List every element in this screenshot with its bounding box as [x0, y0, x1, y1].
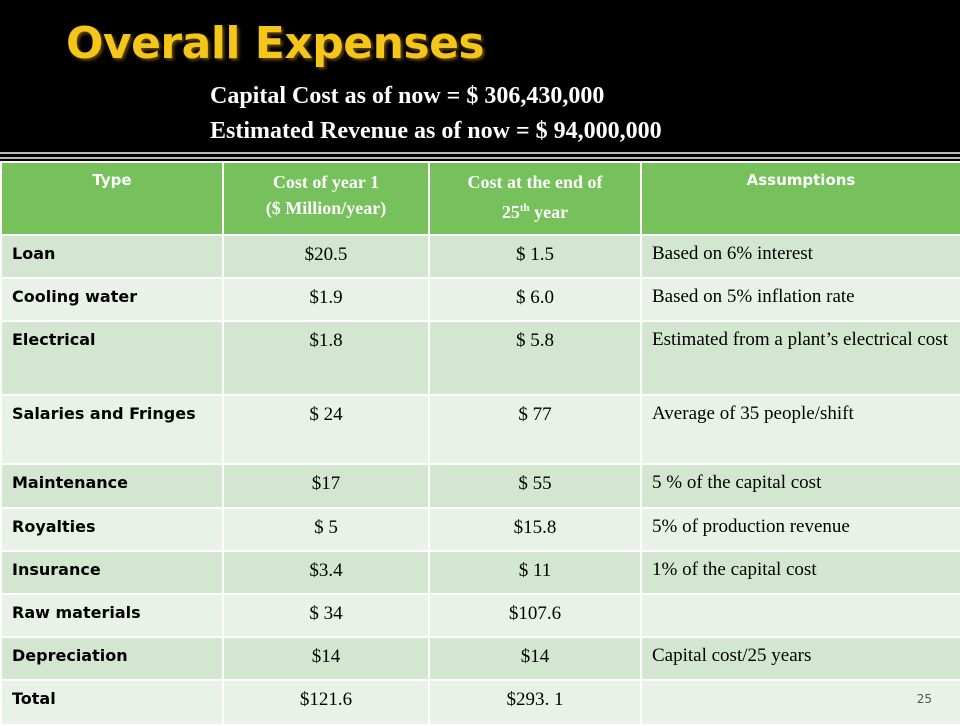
- row-year1-cost: $14: [222, 636, 430, 681]
- row-end-cost: $14: [428, 636, 642, 681]
- row-end-cost: $ 11: [428, 550, 642, 595]
- header-assumptions: Assumptions: [640, 161, 960, 236]
- table-row: Cooling water $1.9 $ 6.0 Based on 5% inf…: [0, 277, 960, 322]
- table-row: Royalties $ 5 $15.8 5% of production rev…: [0, 507, 960, 552]
- revenue-line: Estimated Revenue as of now = $ 94,000,0…: [210, 118, 662, 144]
- row-assumption: 5 % of the capital cost: [640, 463, 960, 509]
- row-year1-cost: $121.6: [222, 679, 430, 726]
- slide-title: Overall Expenses: [66, 18, 485, 69]
- table-row: Electrical $1.8 $ 5.8 Estimated from a p…: [0, 320, 960, 396]
- row-assumption: Capital cost/25 years: [640, 636, 960, 681]
- row-year1-cost: $ 5: [222, 507, 430, 552]
- row-year1-cost: $1.9: [222, 277, 430, 322]
- header-cost-year1-line1: Cost of year 1: [272, 172, 380, 192]
- table-row: Maintenance $17 $ 55 5 % of the capital …: [0, 463, 960, 509]
- header-cost-end-year: year: [529, 202, 569, 222]
- header-type: Type: [0, 161, 224, 236]
- row-year1-cost: $1.8: [222, 320, 430, 396]
- row-end-cost: $293. 1: [428, 679, 642, 726]
- row-year1-cost: $17: [222, 463, 430, 509]
- header-cost-year1: Cost of year 1 ($ Million/year): [222, 161, 430, 236]
- page-number: 25: [916, 692, 932, 706]
- row-end-cost: $ 77: [428, 394, 642, 465]
- divider-line: [0, 157, 960, 159]
- row-type: Depreciation: [0, 636, 224, 681]
- row-assumption: 1% of the capital cost: [640, 550, 960, 595]
- expenses-table: Type Cost of year 1 ($ Million/year) Cos…: [0, 161, 960, 726]
- row-type: Total: [0, 679, 224, 726]
- table-header-row: Type Cost of year 1 ($ Million/year) Cos…: [0, 161, 960, 236]
- table-row: Loan $20.5 $ 1.5 Based on 6% interest: [0, 234, 960, 279]
- row-year1-cost: $3.4: [222, 550, 430, 595]
- row-assumption: 5% of production revenue: [640, 507, 960, 552]
- row-type: Insurance: [0, 550, 224, 595]
- header-cost-end: Cost at the end of 25th year: [428, 161, 642, 236]
- table-row-total: Total $121.6 $293. 1: [0, 679, 960, 726]
- row-end-cost: $ 6.0: [428, 277, 642, 322]
- header-cost-year1-line2: ($ Million/year): [265, 198, 387, 218]
- row-end-cost: $ 1.5: [428, 234, 642, 279]
- row-year1-cost: $ 34: [222, 593, 430, 638]
- divider-line: [0, 152, 960, 154]
- row-type: Raw materials: [0, 593, 224, 638]
- table-row: Depreciation $14 $14 Capital cost/25 yea…: [0, 636, 960, 681]
- header-cost-end-line1: Cost at the end of: [467, 172, 603, 192]
- table-row: Insurance $3.4 $ 11 1% of the capital co…: [0, 550, 960, 595]
- row-end-cost: $107.6: [428, 593, 642, 638]
- row-end-cost: $ 5.8: [428, 320, 642, 396]
- row-assumption: Estimated from a plant’s electrical cost: [640, 320, 960, 396]
- table-row: Raw materials $ 34 $107.6: [0, 593, 960, 638]
- row-assumption: Based on 6% interest: [640, 234, 960, 279]
- row-type: Salaries and Fringes: [0, 394, 224, 465]
- table-row: Salaries and Fringes $ 24 $ 77 Average o…: [0, 394, 960, 465]
- row-type: Electrical: [0, 320, 224, 396]
- row-type: Maintenance: [0, 463, 224, 509]
- header-cost-end-num: 25: [501, 202, 520, 222]
- row-year1-cost: $ 24: [222, 394, 430, 465]
- row-year1-cost: $20.5: [222, 234, 430, 279]
- row-type: Loan: [0, 234, 224, 279]
- row-type: Royalties: [0, 507, 224, 552]
- row-end-cost: $15.8: [428, 507, 642, 552]
- header-cost-end-sup: th: [519, 202, 530, 214]
- row-assumption: [640, 679, 960, 726]
- row-end-cost: $ 55: [428, 463, 642, 509]
- capital-cost-line: Capital Cost as of now = $ 306,430,000: [210, 83, 605, 109]
- row-assumption: [640, 593, 960, 638]
- row-type: Cooling water: [0, 277, 224, 322]
- row-assumption: Average of 35 people/shift: [640, 394, 960, 465]
- row-assumption: Based on 5% inflation rate: [640, 277, 960, 322]
